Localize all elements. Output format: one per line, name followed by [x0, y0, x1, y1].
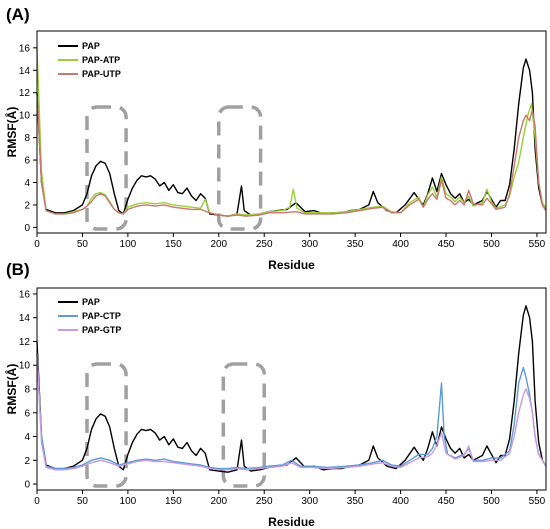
x-tick-label: 500 — [483, 239, 500, 250]
legend-entry: PAP-UTP — [82, 69, 121, 79]
x-tick-label: 300 — [301, 496, 318, 507]
y-tick-label: 2 — [24, 200, 30, 211]
x-tick-label: 250 — [256, 239, 273, 250]
legend-entry: PAP-GTP — [82, 325, 121, 335]
x-tick-label: 450 — [438, 239, 455, 250]
y-tick-label: 10 — [19, 111, 31, 122]
y-axis-label: RMSF(Å) — [4, 107, 19, 158]
x-tick-label: 50 — [77, 239, 89, 250]
y-tick-label: 6 — [24, 156, 30, 167]
legend-entry: PAP-CTP — [82, 311, 121, 321]
y-tick-label: 4 — [24, 432, 30, 443]
x-tick-label: 250 — [256, 496, 273, 507]
x-tick-label: 150 — [165, 239, 182, 250]
y-tick-label: 0 — [24, 480, 30, 491]
y-tick-label: 2 — [24, 456, 30, 467]
series-line-pap — [36, 305, 547, 473]
panel-label: (A) — [6, 5, 30, 24]
highlight-region — [217, 105, 263, 231]
y-tick-label: 16 — [19, 43, 31, 54]
y-tick-label: 8 — [24, 133, 30, 144]
series-line-pap-gtp — [36, 353, 547, 471]
x-tick-label: 450 — [438, 496, 455, 507]
x-tick-label: 350 — [347, 496, 364, 507]
highlight-region — [85, 105, 128, 231]
x-axis-label: Residue — [268, 515, 315, 529]
panel-a: (A) 0 50 100 150 200 250 300 350 400 450 500 550 0 2 4 6… — [4, 5, 547, 272]
x-tick-label: 500 — [483, 496, 500, 507]
x-axis-label: Residue — [268, 258, 315, 272]
y-tick-label: 12 — [19, 88, 31, 99]
y-tick-label: 14 — [19, 66, 31, 77]
legend-entry: PAP-ATP — [82, 55, 120, 65]
highlight-region — [221, 362, 266, 488]
x-tick-label: 0 — [34, 239, 40, 250]
x-tick-label: 550 — [529, 496, 546, 507]
plot-frame — [36, 30, 547, 234]
x-tick-label: 400 — [392, 496, 409, 507]
y-tick-label: 10 — [19, 361, 31, 372]
y-tick-label: 6 — [24, 408, 30, 419]
x-tick-label: 150 — [165, 496, 182, 507]
x-tick-label: 100 — [120, 496, 137, 507]
legend-entry: PAP — [82, 41, 100, 51]
x-tick-label: 0 — [34, 496, 40, 507]
y-axis-label: RMSF(Å) — [4, 364, 19, 415]
x-tick-label: 550 — [529, 239, 546, 250]
panel-label: (B) — [6, 260, 30, 279]
x-tick-label: 200 — [210, 239, 227, 250]
x-tick-label: 400 — [392, 239, 409, 250]
x-tick-label: 300 — [301, 239, 318, 250]
highlight-region — [85, 362, 128, 488]
x-tick-label: 50 — [77, 496, 89, 507]
y-tick-label: 0 — [24, 223, 30, 234]
y-tick-label: 12 — [19, 337, 31, 348]
series-line-pap-ctp — [36, 353, 547, 470]
y-tick-label: 4 — [24, 178, 30, 189]
y-tick-label: 8 — [24, 385, 30, 396]
y-tick-label: 14 — [19, 313, 31, 324]
x-tick-label: 200 — [210, 496, 227, 507]
y-tick-label: 16 — [19, 289, 31, 300]
series-line-pap-utp — [36, 92, 547, 217]
x-tick-label: 350 — [347, 239, 364, 250]
x-tick-label: 100 — [120, 239, 137, 250]
panel-b: (B) 0 50 100 150 200 250 300 350 400 450 500 550 0 2 4 6… — [4, 260, 547, 529]
legend-entry: PAP — [82, 297, 100, 307]
